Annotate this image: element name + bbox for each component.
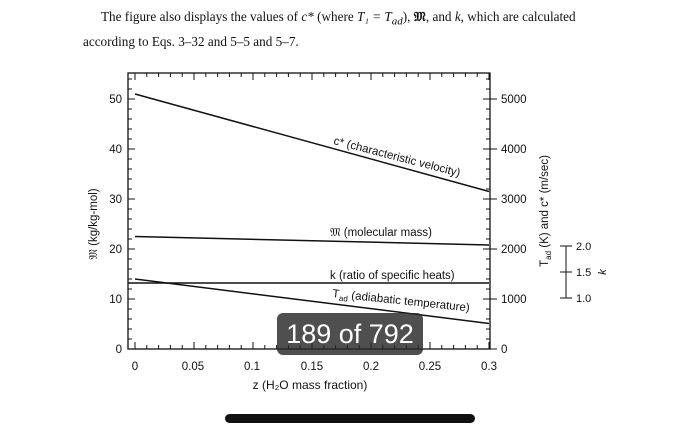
x-axis: 0 0.05 0.1 0.15 0.2 0.25 0.3 z (H₂O mass… xyxy=(132,361,497,392)
x-tick-label: 0 xyxy=(132,361,138,373)
cstar-line xyxy=(134,93,490,193)
left-tick-label: 10 xyxy=(109,294,122,306)
k-symbol: k xyxy=(454,9,461,24)
left-tick-label: 0 xyxy=(116,344,122,356)
intro-text: , and xyxy=(425,9,455,24)
intro-paragraph: The figure also displays the values of c… xyxy=(83,7,643,51)
left-tick-label: 30 xyxy=(109,194,122,206)
intro-line-1: The figure also displays the values of c… xyxy=(83,7,643,32)
tad-line xyxy=(134,278,490,325)
series-lines xyxy=(128,93,490,325)
right-tick-label: 0 xyxy=(501,344,507,356)
intro-text: , which are calculated xyxy=(460,9,576,24)
left-tick-label: 50 xyxy=(109,94,122,106)
k-tick-label: 1.0 xyxy=(576,293,591,305)
m-series-label: 𝔐 (molecular mass) xyxy=(330,226,432,239)
molecular-mass-line xyxy=(134,235,490,246)
cstar-series-label: c* (characteristic velocity) xyxy=(332,135,461,179)
right-axis: 5000 4000 3000 2000 1000 0 Tad (K) and c… xyxy=(501,94,553,356)
left-axis-label: 𝔐 (kg/kg-mol) xyxy=(87,188,100,259)
intro-line-2: according to Eqs. 3–32 and 5–5 and 5–7. xyxy=(83,33,299,49)
intro-text: (where xyxy=(313,9,357,24)
t1-symbol: T₁ = T xyxy=(356,9,392,24)
page-counter-badge: 189 of 792 xyxy=(277,313,423,355)
x-tick-label: 0.1 xyxy=(244,361,260,373)
right-tick-label: 3000 xyxy=(501,194,527,206)
x-tick-label: 0.25 xyxy=(419,361,441,373)
k-axis: 2.0 1.5 1.0 k xyxy=(560,241,609,305)
cstar-symbol: c* xyxy=(301,9,314,24)
intro-text: The figure also displays the values of xyxy=(101,9,302,24)
ad-subscript: ad xyxy=(391,15,403,28)
right-tick-label: 4000 xyxy=(501,144,527,156)
k-tick-label: 1.5 xyxy=(576,267,591,279)
right-tick-label: 1000 xyxy=(501,294,527,306)
axis-ticks xyxy=(128,73,497,350)
k-tick-label: 2.0 xyxy=(576,241,591,253)
right-tick-label: 2000 xyxy=(501,244,527,256)
intro-text: ), xyxy=(402,9,414,24)
left-tick-label: 20 xyxy=(109,244,122,256)
left-axis: 50 40 30 20 10 0 𝔐 (kg/kg-mol) xyxy=(87,94,122,356)
right-tick-label: 5000 xyxy=(501,94,527,106)
x-tick-label: 0.2 xyxy=(363,361,379,373)
right-axis-label: Tad (K) and c* (m/sec) xyxy=(539,155,553,267)
k-axis-label: k xyxy=(597,269,609,275)
left-tick-label: 40 xyxy=(109,144,122,156)
x-axis-label: z (H₂O mass fraction) xyxy=(253,378,368,392)
x-tick-label: 0.15 xyxy=(301,361,323,373)
x-tick-label: 0.3 xyxy=(481,361,497,373)
page-counter-text: 189 of 792 xyxy=(286,318,414,349)
m-symbol: 𝔐 xyxy=(413,9,426,24)
k-series-label: k (ratio of specific heats) xyxy=(330,270,455,282)
scrollbar-thumb[interactable] xyxy=(225,414,475,423)
x-tick-label: 0.05 xyxy=(182,361,204,373)
